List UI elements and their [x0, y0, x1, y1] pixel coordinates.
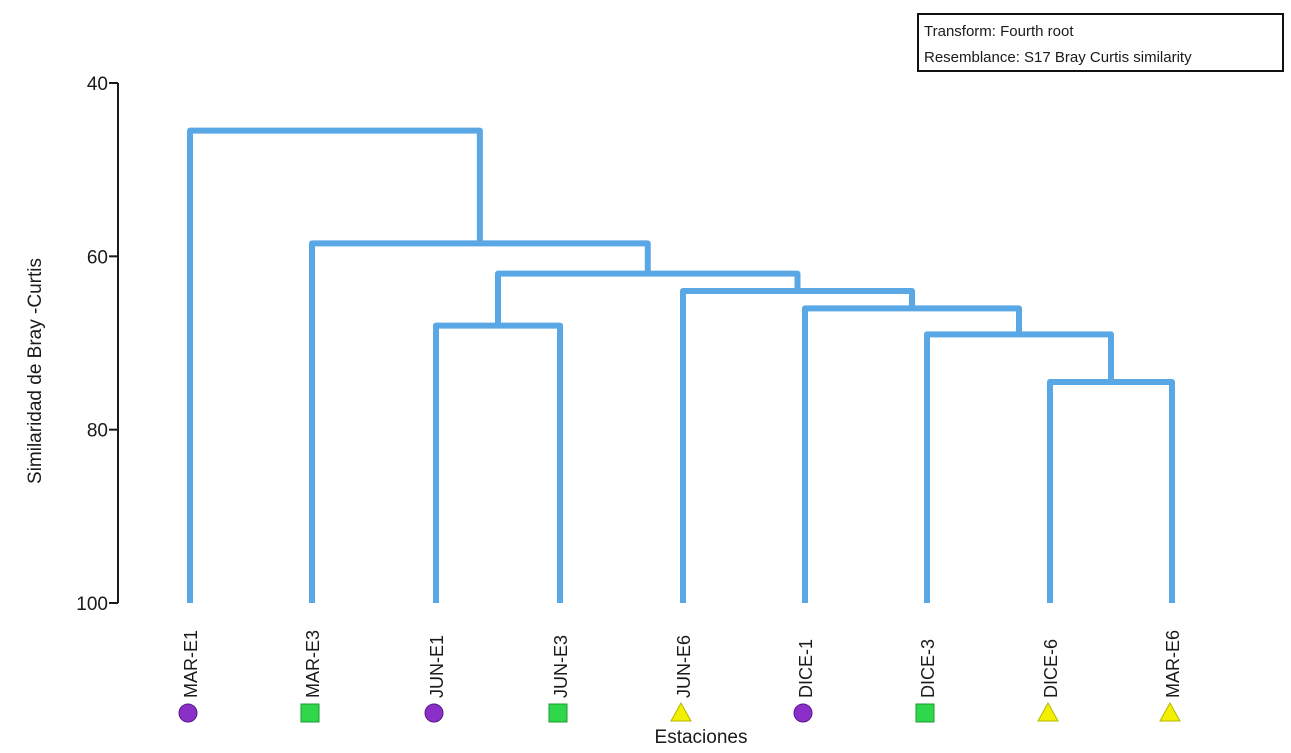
square-marker-icon: [548, 703, 568, 723]
x-axis-title: Estaciones: [655, 727, 748, 748]
dendrogram-branch: [802, 305, 1022, 603]
legend-frame: [917, 13, 1284, 72]
legend-transform-text: Transform: Fourth root: [924, 23, 1074, 40]
circle-marker-icon: [793, 703, 813, 723]
legend-box: Transform: Fourth root Resemblance: S17 …: [917, 13, 1284, 72]
leaf-label: JUN-E6: [674, 635, 694, 698]
dendrogram-branches: [187, 127, 1175, 603]
dendrogram-branch: [495, 270, 801, 326]
y-tick-label: 80: [87, 421, 108, 442]
leaf-label: MAR-E3: [303, 630, 323, 698]
leaf-label: MAR-E6: [1163, 630, 1183, 698]
dendrogram-branch: [309, 240, 651, 603]
legend-resemblance-text: Resemblance: S17 Bray Curtis similarity: [924, 49, 1192, 66]
y-tick-label: 60: [87, 247, 108, 268]
leaf-label: JUN-E3: [551, 635, 571, 698]
triangle-marker-icon: [1159, 701, 1181, 722]
dendrogram-branch: [924, 331, 1114, 603]
y-tick-label: 100: [76, 594, 108, 615]
triangle-marker-icon: [670, 701, 692, 722]
circle-marker-icon: [424, 703, 444, 723]
y-axis-ticks: 40 60 80 100: [76, 74, 118, 615]
leaf-label: DICE-6: [1041, 639, 1061, 698]
square-marker-icon: [300, 703, 320, 723]
y-tick-label: 40: [87, 74, 108, 95]
leaf-label: JUN-E1: [427, 635, 447, 698]
dendrogram-branch: [680, 288, 915, 603]
circle-marker-icon: [178, 703, 198, 723]
triangle-marker-icon: [1037, 701, 1059, 722]
leaf-labels: MAR-E1 MAR-E3 JUN-E1 JUN-E3 JUN-E6 DICE-1 DICE…: [178, 630, 1183, 723]
leaf-label: DICE-1: [796, 639, 816, 698]
leaf-label: MAR-E1: [181, 630, 201, 698]
dendrogram-branch: [1047, 379, 1175, 603]
dendrogram-branch: [433, 322, 563, 603]
y-axis-title: Similaridad de Bray -Curtis: [25, 258, 46, 484]
leaf-label: DICE-3: [918, 639, 938, 698]
square-marker-icon: [915, 703, 935, 723]
dendrogram-branch: [187, 127, 483, 603]
